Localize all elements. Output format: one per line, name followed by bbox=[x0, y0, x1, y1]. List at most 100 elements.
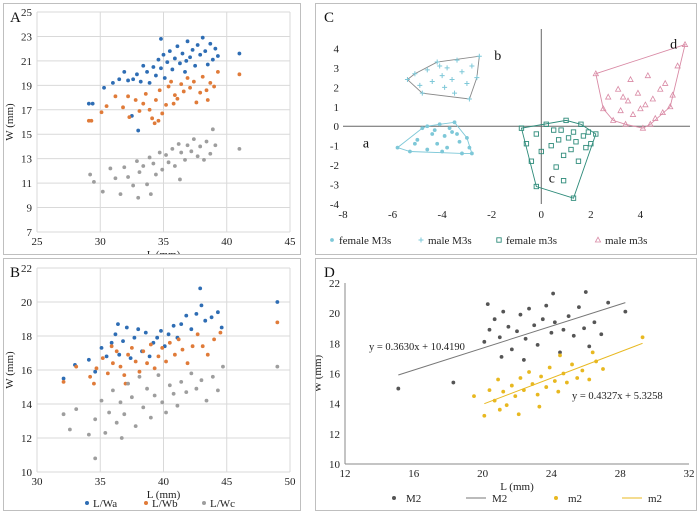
y-tick-label: 25 bbox=[21, 7, 33, 19]
data-point bbox=[464, 80, 470, 86]
data-point bbox=[74, 407, 79, 411]
data-point bbox=[412, 71, 418, 77]
legend-label: L/Wc bbox=[210, 498, 235, 510]
data-point bbox=[131, 77, 136, 82]
data-point bbox=[575, 376, 580, 380]
data-point bbox=[552, 320, 557, 325]
data-point bbox=[176, 337, 181, 342]
data-point bbox=[205, 62, 210, 67]
data-point bbox=[151, 65, 156, 69]
data-point bbox=[194, 312, 199, 316]
data-point bbox=[116, 322, 120, 326]
data-point bbox=[420, 126, 425, 131]
y-axis-title: W (mm) bbox=[4, 351, 16, 389]
data-point bbox=[117, 77, 122, 82]
data-point bbox=[558, 353, 562, 358]
data-point bbox=[442, 84, 448, 90]
data-point bbox=[203, 49, 208, 54]
data-point bbox=[487, 327, 492, 332]
data-point bbox=[188, 85, 192, 90]
data-point bbox=[412, 141, 417, 146]
y-tick-label: 14 bbox=[329, 399, 341, 411]
x-tick-label: 4 bbox=[638, 209, 644, 221]
data-point bbox=[145, 182, 149, 187]
data-point bbox=[575, 158, 582, 164]
data-point bbox=[561, 327, 566, 332]
data-point bbox=[137, 369, 142, 374]
data-point bbox=[215, 54, 220, 58]
data-point bbox=[122, 373, 127, 377]
data-point bbox=[465, 135, 469, 140]
data-point bbox=[137, 109, 142, 113]
data-point bbox=[208, 80, 213, 85]
data-point bbox=[432, 128, 437, 133]
legend-label: M2 bbox=[492, 493, 507, 505]
data-point bbox=[121, 339, 125, 343]
data-point bbox=[467, 145, 472, 150]
data-point bbox=[176, 142, 181, 146]
data-point bbox=[119, 436, 124, 440]
y-tick-label: -1 bbox=[330, 141, 339, 153]
data-point bbox=[183, 157, 187, 162]
data-point bbox=[147, 354, 152, 359]
data-point bbox=[442, 134, 447, 138]
data-point bbox=[578, 121, 584, 127]
data-point bbox=[61, 376, 66, 381]
data-point bbox=[147, 80, 152, 85]
data-point bbox=[128, 356, 133, 360]
data-point bbox=[133, 359, 138, 364]
data-point bbox=[435, 141, 440, 146]
data-point bbox=[205, 98, 210, 102]
group-hull bbox=[520, 119, 597, 199]
data-point bbox=[634, 89, 642, 96]
data-point bbox=[571, 333, 576, 338]
data-point bbox=[395, 145, 400, 150]
x-tick-label: 20 bbox=[477, 468, 489, 480]
legend-label: female M3s bbox=[339, 235, 391, 247]
group-label: c bbox=[549, 172, 555, 187]
data-point bbox=[170, 146, 175, 151]
data-point bbox=[504, 403, 509, 408]
x-tick-label: 35 bbox=[158, 236, 170, 248]
data-point bbox=[601, 367, 605, 371]
data-point bbox=[114, 420, 119, 425]
y-tick-label: 14 bbox=[21, 399, 33, 411]
data-point bbox=[167, 49, 172, 54]
data-point bbox=[553, 164, 559, 170]
data-point bbox=[609, 116, 617, 123]
data-point bbox=[535, 342, 540, 347]
data-point bbox=[499, 355, 504, 359]
data-point bbox=[459, 69, 465, 75]
x-tick-label: 24 bbox=[546, 468, 558, 480]
data-point bbox=[191, 137, 196, 142]
data-point bbox=[184, 58, 189, 63]
data-point bbox=[172, 93, 177, 98]
data-point bbox=[447, 126, 452, 131]
data-point bbox=[185, 76, 190, 80]
data-point bbox=[90, 101, 95, 106]
legend-label: female m3s bbox=[506, 235, 557, 247]
data-point bbox=[118, 400, 123, 405]
legend-label: L/Wb bbox=[152, 498, 178, 510]
legend-label: m2 bbox=[568, 493, 582, 505]
data-point bbox=[208, 151, 213, 156]
data-point bbox=[501, 389, 506, 394]
data-point bbox=[417, 82, 423, 88]
data-point bbox=[136, 327, 141, 332]
data-point bbox=[155, 335, 160, 340]
data-point bbox=[164, 359, 168, 364]
data-point bbox=[215, 388, 220, 393]
data-point bbox=[191, 79, 196, 84]
y-tick-label: 3 bbox=[334, 63, 340, 75]
y-tick-label: 22 bbox=[329, 278, 340, 290]
data-point bbox=[437, 63, 443, 69]
data-point bbox=[275, 320, 280, 325]
data-point bbox=[535, 392, 540, 397]
data-point bbox=[152, 366, 157, 371]
data-point bbox=[93, 417, 98, 422]
data-point bbox=[171, 391, 176, 396]
y-tick-label: 20 bbox=[329, 308, 341, 320]
